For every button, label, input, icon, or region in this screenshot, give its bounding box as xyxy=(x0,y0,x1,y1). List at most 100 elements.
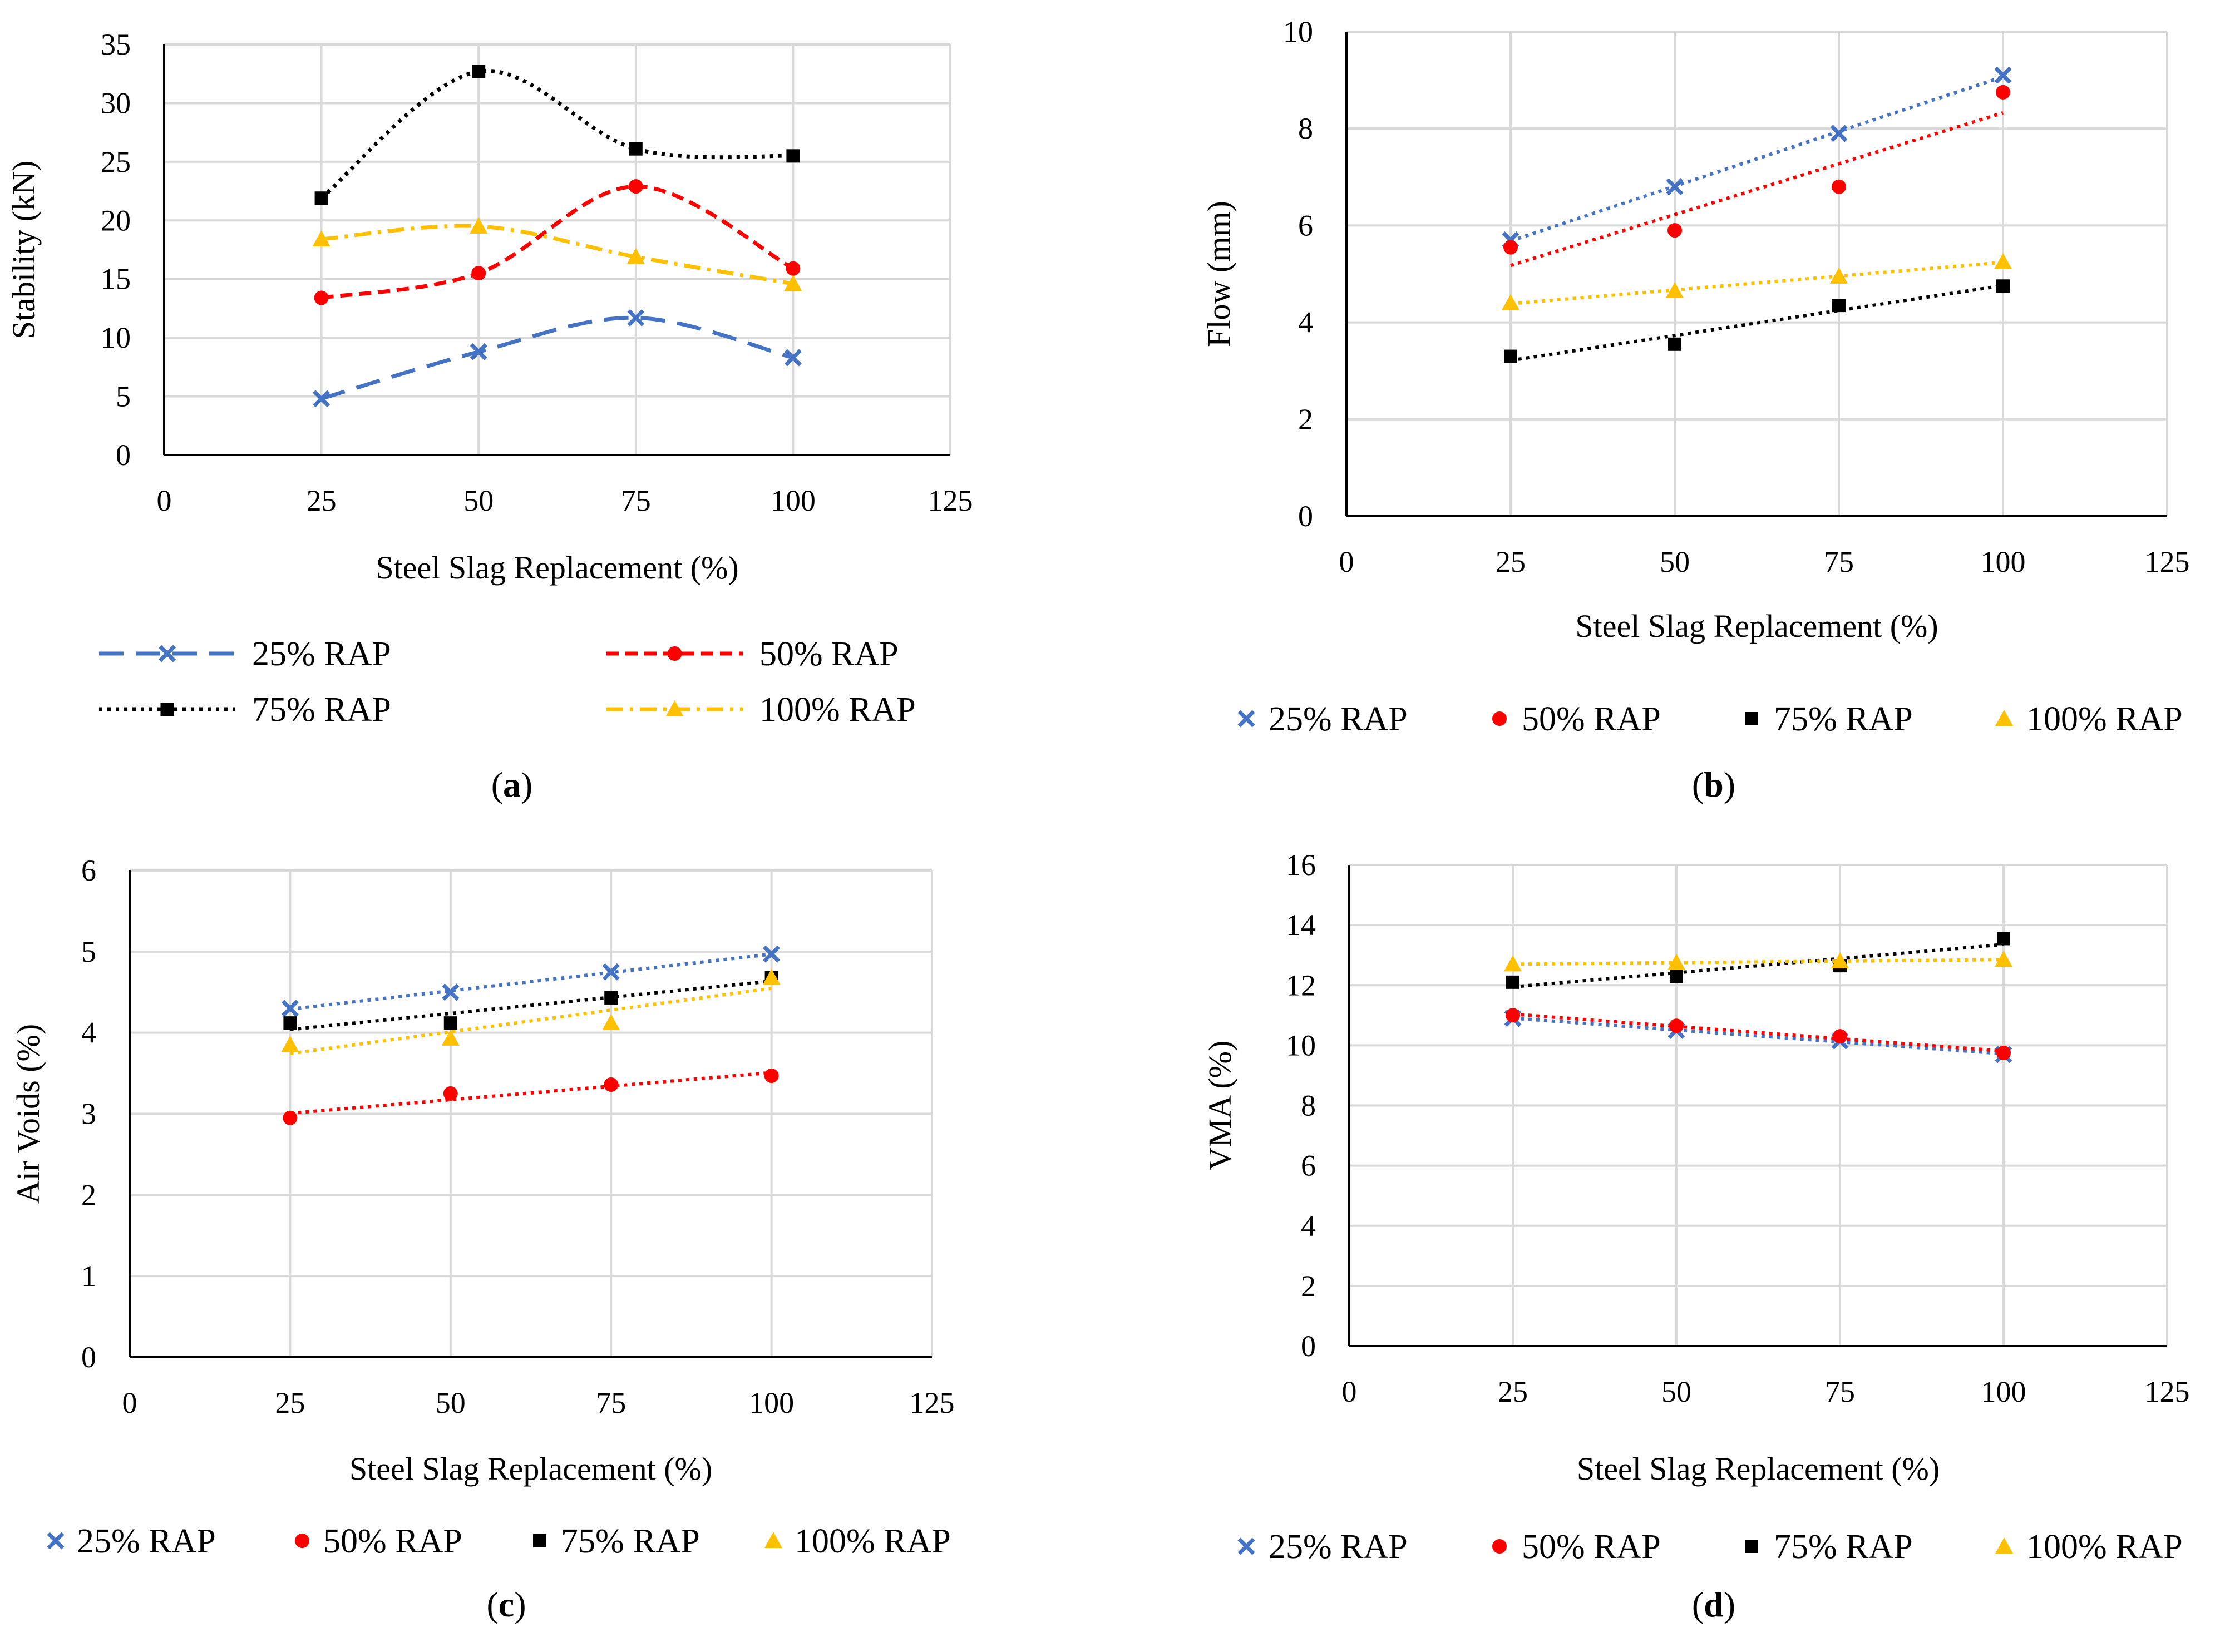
legend-label: 75% RAP xyxy=(1774,700,1913,738)
x-tick-label: 25 xyxy=(1498,1375,1528,1408)
legend-label: 50% RAP xyxy=(1522,700,1661,738)
x-tick-label: 125 xyxy=(2145,1375,2190,1408)
data-point-50-rap xyxy=(1996,1045,2011,1060)
legend-label: 75% RAP xyxy=(252,691,391,729)
legend-marker xyxy=(665,700,684,716)
panel-label: (c) xyxy=(486,1585,526,1624)
series-line-50-rap xyxy=(321,184,795,300)
legend-label: 25% RAP xyxy=(77,1522,216,1560)
x-tick-label: 100 xyxy=(771,484,816,517)
legend-marker xyxy=(533,1534,546,1547)
y-tick-label: 35 xyxy=(101,28,131,61)
series-line-100-rap xyxy=(321,224,793,286)
data-point-50-rap xyxy=(628,179,643,194)
data-point-25-rap xyxy=(602,963,620,981)
y-tick-label: 14 xyxy=(1286,908,1316,942)
data-point-100-rap xyxy=(626,248,645,264)
data-point-75-rap xyxy=(443,1016,457,1030)
legend-marker xyxy=(1492,1539,1507,1554)
series-line-75-rap xyxy=(320,68,793,200)
y-axis-title: Stability (kN) xyxy=(6,161,42,339)
x-tick-label: 25 xyxy=(275,1386,305,1419)
legend-label: 75% RAP xyxy=(1774,1528,1913,1566)
legend-marker xyxy=(47,1532,65,1550)
legend: 25% RAP 50% RAP 75% RAP 100% RAP xyxy=(1237,700,2183,738)
legend-marker xyxy=(667,646,682,661)
x-tick-label: 50 xyxy=(436,1386,466,1419)
legend: 25% RAP 50% RAP 75% RAP 100% RAP xyxy=(1237,1528,2183,1566)
x-tick-label: 75 xyxy=(1824,545,1854,578)
chart-panel-b: 0 25 50 75 100 125 0 2 4 6 8 10 Steel Slag Replaceme… xyxy=(1201,15,2190,804)
legend-label: 50% RAP xyxy=(759,635,899,673)
data-point-75-rap xyxy=(1997,932,2010,946)
data-point-50-rap xyxy=(1669,1018,1684,1033)
legend-label: 100% RAP xyxy=(759,691,916,729)
y-tick-label: 4 xyxy=(1301,1209,1316,1243)
legend-marker xyxy=(1237,710,1255,728)
data-point-25-rap xyxy=(1666,178,1684,196)
trendline-50-rap xyxy=(290,1071,772,1115)
data-point-100-rap xyxy=(312,230,330,247)
x-tick-label: 50 xyxy=(1660,545,1690,578)
data-point-50-rap xyxy=(443,1086,458,1101)
data-point-100-rap xyxy=(470,217,488,234)
legend-label: 100% RAP xyxy=(2026,700,2183,738)
y-tick-label: 12 xyxy=(1286,968,1316,1002)
x-tick-label: 50 xyxy=(463,484,494,517)
data-point-25-rap xyxy=(627,309,645,327)
data-point-75-rap xyxy=(283,1016,297,1030)
data-point-75-rap xyxy=(1832,299,1846,313)
data-point-75-rap xyxy=(472,65,486,78)
trendline-100-rap xyxy=(1512,958,2004,966)
data-point-100-rap xyxy=(1667,953,1685,970)
trendline-25-rap xyxy=(1510,75,2004,243)
legend-label: 100% RAP xyxy=(2026,1528,2183,1566)
data-point-100-rap xyxy=(1831,952,1849,968)
panel-label-open: ( xyxy=(1692,1585,1704,1624)
y-tick-label: 6 xyxy=(1301,1149,1316,1183)
y-tick-label: 6 xyxy=(1298,209,1313,242)
trendline-75-rap xyxy=(290,979,772,1031)
data-point-100-rap xyxy=(762,968,781,985)
y-tick-label: 0 xyxy=(1298,499,1313,533)
panel-label-close: ) xyxy=(521,765,532,804)
legend-marker xyxy=(295,1534,309,1548)
legend-marker xyxy=(1745,712,1758,725)
x-tick-label: 100 xyxy=(1981,1375,2026,1408)
y-tick-label: 0 xyxy=(116,438,131,472)
x-tick-label: 125 xyxy=(910,1386,955,1419)
panel-label-open: ( xyxy=(1692,765,1704,804)
panel-label: (a) xyxy=(491,765,533,804)
legend-label: 75% RAP xyxy=(561,1522,700,1560)
y-tick-label: 2 xyxy=(1298,403,1313,436)
x-tick-label: 125 xyxy=(2145,545,2190,578)
legend-label: 25% RAP xyxy=(1269,1528,1408,1566)
x-axis-title: Steel Slag Replacement (%) xyxy=(1577,1451,1940,1487)
legend-marker xyxy=(160,703,174,716)
data-point-75-rap xyxy=(314,191,328,205)
panel-label-close: ) xyxy=(514,1585,526,1624)
x-tick-label: 0 xyxy=(122,1386,137,1419)
data-point-100-rap xyxy=(441,1029,460,1046)
y-axis-title: Flow (mm) xyxy=(1201,201,1237,347)
data-point-50-rap xyxy=(1996,85,2010,100)
x-tick-label: 25 xyxy=(1496,545,1526,578)
y-tick-label: 0 xyxy=(1301,1329,1316,1363)
data-point-100-rap xyxy=(1504,955,1522,972)
panel-label-letter: d xyxy=(1704,1585,1724,1624)
panel-label-letter: a xyxy=(503,765,521,804)
data-point-100-rap xyxy=(1995,951,2012,967)
trendline-25-rap xyxy=(1512,1016,2004,1056)
y-tick-label: 4 xyxy=(1298,306,1313,339)
trendline-50-rap xyxy=(1510,111,2004,268)
x-tick-label: 0 xyxy=(1339,545,1354,578)
data-point-100-rap xyxy=(1666,281,1684,298)
legend-label: 50% RAP xyxy=(323,1522,462,1560)
data-point-25-rap xyxy=(763,945,781,963)
y-tick-label: 5 xyxy=(81,935,96,968)
data-point-50-rap xyxy=(604,1077,619,1092)
data-point-75-rap xyxy=(1506,975,1519,989)
y-tick-label: 4 xyxy=(81,1016,96,1050)
panel-label: (d) xyxy=(1692,1585,1735,1624)
legend-marker xyxy=(1995,1537,2013,1554)
